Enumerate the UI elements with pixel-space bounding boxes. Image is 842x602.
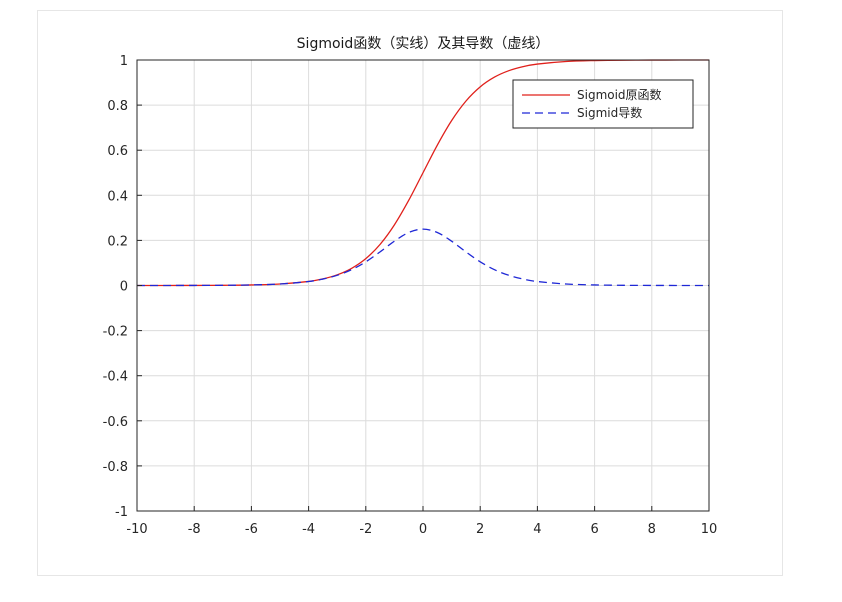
y-tick-label: 0.2: [107, 234, 128, 249]
chart-title: Sigmoid函数（实线）及其导数（虚线）: [297, 36, 550, 52]
legend-box: [512, 79, 694, 129]
y-tick-label: -0.2: [103, 325, 128, 340]
y-tick-label: 0: [120, 280, 128, 295]
y-tick-label: -0.4: [103, 370, 128, 385]
x-tick-label: 6: [590, 522, 598, 537]
x-tick-label: 4: [533, 522, 541, 537]
y-tick-label: 0.8: [107, 99, 128, 114]
y-tick-label: 0.6: [107, 144, 128, 159]
x-tick-label: 8: [648, 522, 656, 537]
y-tick-label: -1: [115, 505, 128, 520]
x-tick-label: 2: [476, 522, 484, 537]
legend-label: Sigmoid原函数: [577, 87, 662, 102]
y-tick-label: 1: [120, 54, 128, 69]
y-tick-label: 0.4: [107, 189, 128, 204]
y-tick-label: -0.6: [103, 415, 128, 430]
y-tick-label: -0.8: [103, 460, 128, 475]
x-tick-label: -10: [126, 522, 147, 537]
series-layer: [136, 59, 710, 287]
x-tick-label: -6: [245, 522, 258, 537]
x-tick-label: 10: [701, 522, 718, 537]
legend: Sigmoid原函数 Sigmid导数: [512, 79, 694, 129]
series-line-derivative: [136, 228, 710, 287]
x-tick-label: -4: [302, 522, 315, 537]
legend-label: Sigmid导数: [577, 105, 642, 120]
tick-layer: -10 -8 -6 -4 -2 0 2 4 6 8 10 -1 -0.8 -0.6 -0.4 -0.2 0 0.2…: [103, 54, 718, 537]
x-tick-label: -2: [359, 522, 372, 537]
x-tick-label: 0: [419, 522, 427, 537]
x-tick-label: -8: [188, 522, 201, 537]
